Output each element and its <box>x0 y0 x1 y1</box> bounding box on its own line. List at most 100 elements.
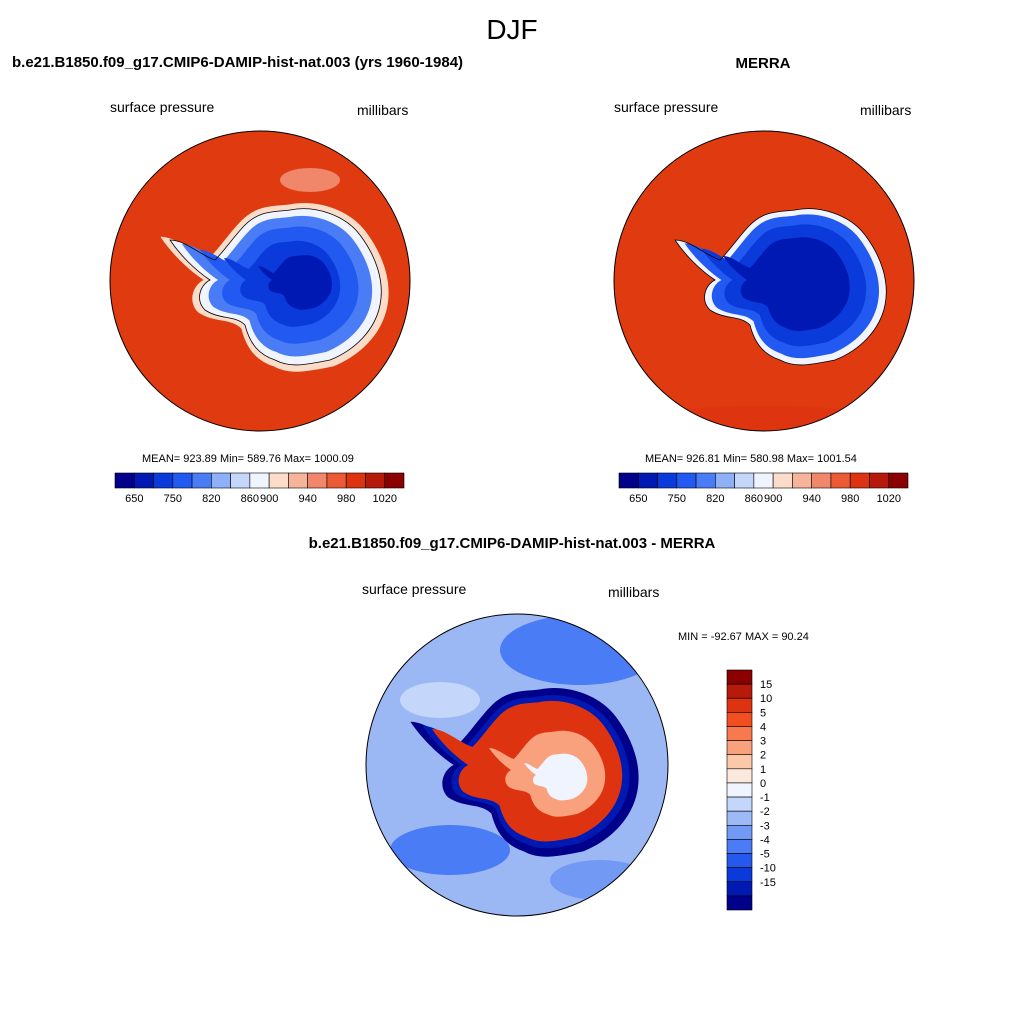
colorbar-box <box>133 472 154 489</box>
colorbar-box <box>726 782 753 798</box>
colorbar-tick-label: 3 <box>760 736 766 748</box>
colorbar-box <box>191 472 212 489</box>
colorbar-box <box>114 472 135 489</box>
colorbar-box <box>726 768 753 784</box>
colorbar-tick-label: 10 <box>760 693 772 705</box>
panel-1-stats: MEAN= 923.89 Min= 589.76 Max= 1000.09 <box>142 453 354 465</box>
colorbar-tick-label: 750 <box>164 493 182 505</box>
colorbar-tick-label: 940 <box>802 493 820 505</box>
panel-2-stats: MEAN= 926.81 Min= 580.98 Max= 1001.54 <box>645 453 857 465</box>
colorbar-box <box>772 472 793 489</box>
colorbar-box <box>869 472 890 489</box>
colorbar-box <box>726 697 753 713</box>
colorbar-box <box>726 853 753 868</box>
pressure-low-band <box>624 406 904 431</box>
colorbar-box <box>365 472 386 489</box>
colorbar-tick-label: -5 <box>760 849 770 861</box>
colorbar-box <box>695 472 716 489</box>
colorbar-box <box>888 472 909 489</box>
colorbar-tick-label: 980 <box>337 493 355 505</box>
map-panel-3 <box>366 614 668 916</box>
colorbar-box <box>618 472 639 489</box>
colorbar-tick-label: 860 <box>745 493 763 505</box>
colorbar-box <box>726 895 753 911</box>
panel-2-left-label: surface pressure <box>614 99 719 115</box>
colorbar-tick-label: 15 <box>760 679 772 691</box>
panel-2-right-label: millibars <box>860 102 912 118</box>
colorbar-box <box>734 472 755 489</box>
colorbar-box <box>657 472 678 489</box>
colorbar-box <box>211 472 231 489</box>
colorbar-tick-label: 5 <box>760 707 766 719</box>
colorbar-box <box>792 472 812 489</box>
colorbar-tick-label: 820 <box>202 493 220 505</box>
colorbar-box <box>753 472 774 489</box>
colorbar-box <box>726 740 753 756</box>
colorbar-box <box>811 472 832 489</box>
panel-1-title: b.e21.B1850.f09_g17.CMIP6-DAMIP-hist-nat… <box>12 54 464 71</box>
colorbar-box <box>326 472 347 489</box>
panel-3-right-label: millibars <box>608 584 660 600</box>
colorbar-tick-label: -1 <box>760 792 770 804</box>
colorbar-panel-2: 650 750 820 860 900 940 980 1020 <box>618 472 909 505</box>
colorbar-tick-label: 860 <box>241 493 259 505</box>
colorbar-tick-label: 0 <box>760 778 766 790</box>
colorbar-box <box>726 824 753 840</box>
colorbar-tick-label: 750 <box>668 493 686 505</box>
colorbar-tick-label: -2 <box>760 806 770 818</box>
colorbar-tick-label: 650 <box>629 493 647 505</box>
map-panel-1 <box>110 131 410 431</box>
colorbar-tick-label: 940 <box>298 493 316 505</box>
colorbar-box <box>715 472 735 489</box>
panel-3-left-label: surface pressure <box>362 581 467 597</box>
colorbar-tick-label: 4 <box>760 721 766 733</box>
colorbar-tick-label: -3 <box>760 820 770 832</box>
colorbar-box <box>726 726 753 741</box>
map-panel-1-border <box>109 130 411 432</box>
colorbar-tick-label: 1020 <box>372 493 396 505</box>
colorbar-box <box>726 683 753 699</box>
colorbar-box <box>830 472 851 489</box>
colorbar-tick-label: -15 <box>760 877 776 889</box>
colorbar-box <box>726 881 753 897</box>
map-panel-3-border <box>365 613 669 917</box>
panel-2-title: MERRA <box>735 55 791 72</box>
colorbar-tick-label: 900 <box>764 493 782 505</box>
colorbar-box <box>172 472 193 489</box>
colorbar-tick-label: 1 <box>760 764 766 776</box>
panel-3-stats: MIN = -92.67 MAX = 90.24 <box>678 631 809 643</box>
map-panel-2-border <box>613 130 915 432</box>
colorbar-box <box>726 754 753 770</box>
panel-1-left-label: surface pressure <box>110 99 215 115</box>
colorbar-box <box>726 712 753 727</box>
colorbar-box <box>249 472 270 489</box>
colorbar-tick-label: 1020 <box>876 493 900 505</box>
figure-title: DJF <box>486 14 538 45</box>
colorbar-tick-label: 650 <box>125 493 143 505</box>
colorbar-tick-label: 900 <box>260 493 278 505</box>
pressure-high-patch <box>280 168 340 192</box>
colorbar-box <box>726 796 753 812</box>
colorbar-box <box>726 810 753 826</box>
colorbar-box <box>726 839 753 854</box>
panel-3-title: b.e21.B1850.f09_g17.CMIP6-DAMIP-hist-nat… <box>308 535 716 552</box>
colorbar-box <box>726 669 753 685</box>
colorbar-box <box>268 472 289 489</box>
panel-1-right-label: millibars <box>357 102 409 118</box>
colorbar-box <box>345 472 366 489</box>
colorbar-box <box>726 867 753 883</box>
colorbar-tick-label: 820 <box>706 493 724 505</box>
colorbar-box <box>230 472 251 489</box>
colorbar-box <box>676 472 697 489</box>
colorbar-box <box>288 472 308 489</box>
colorbar-tick-label: 980 <box>841 493 859 505</box>
colorbar-tick-label: 2 <box>760 750 766 762</box>
colorbar-box <box>153 472 174 489</box>
colorbar-box <box>384 472 405 489</box>
colorbar-tick-label: -10 <box>760 863 776 875</box>
colorbar-box <box>307 472 328 489</box>
colorbar-box <box>637 472 658 489</box>
colorbar-tick-label: -4 <box>760 834 770 846</box>
